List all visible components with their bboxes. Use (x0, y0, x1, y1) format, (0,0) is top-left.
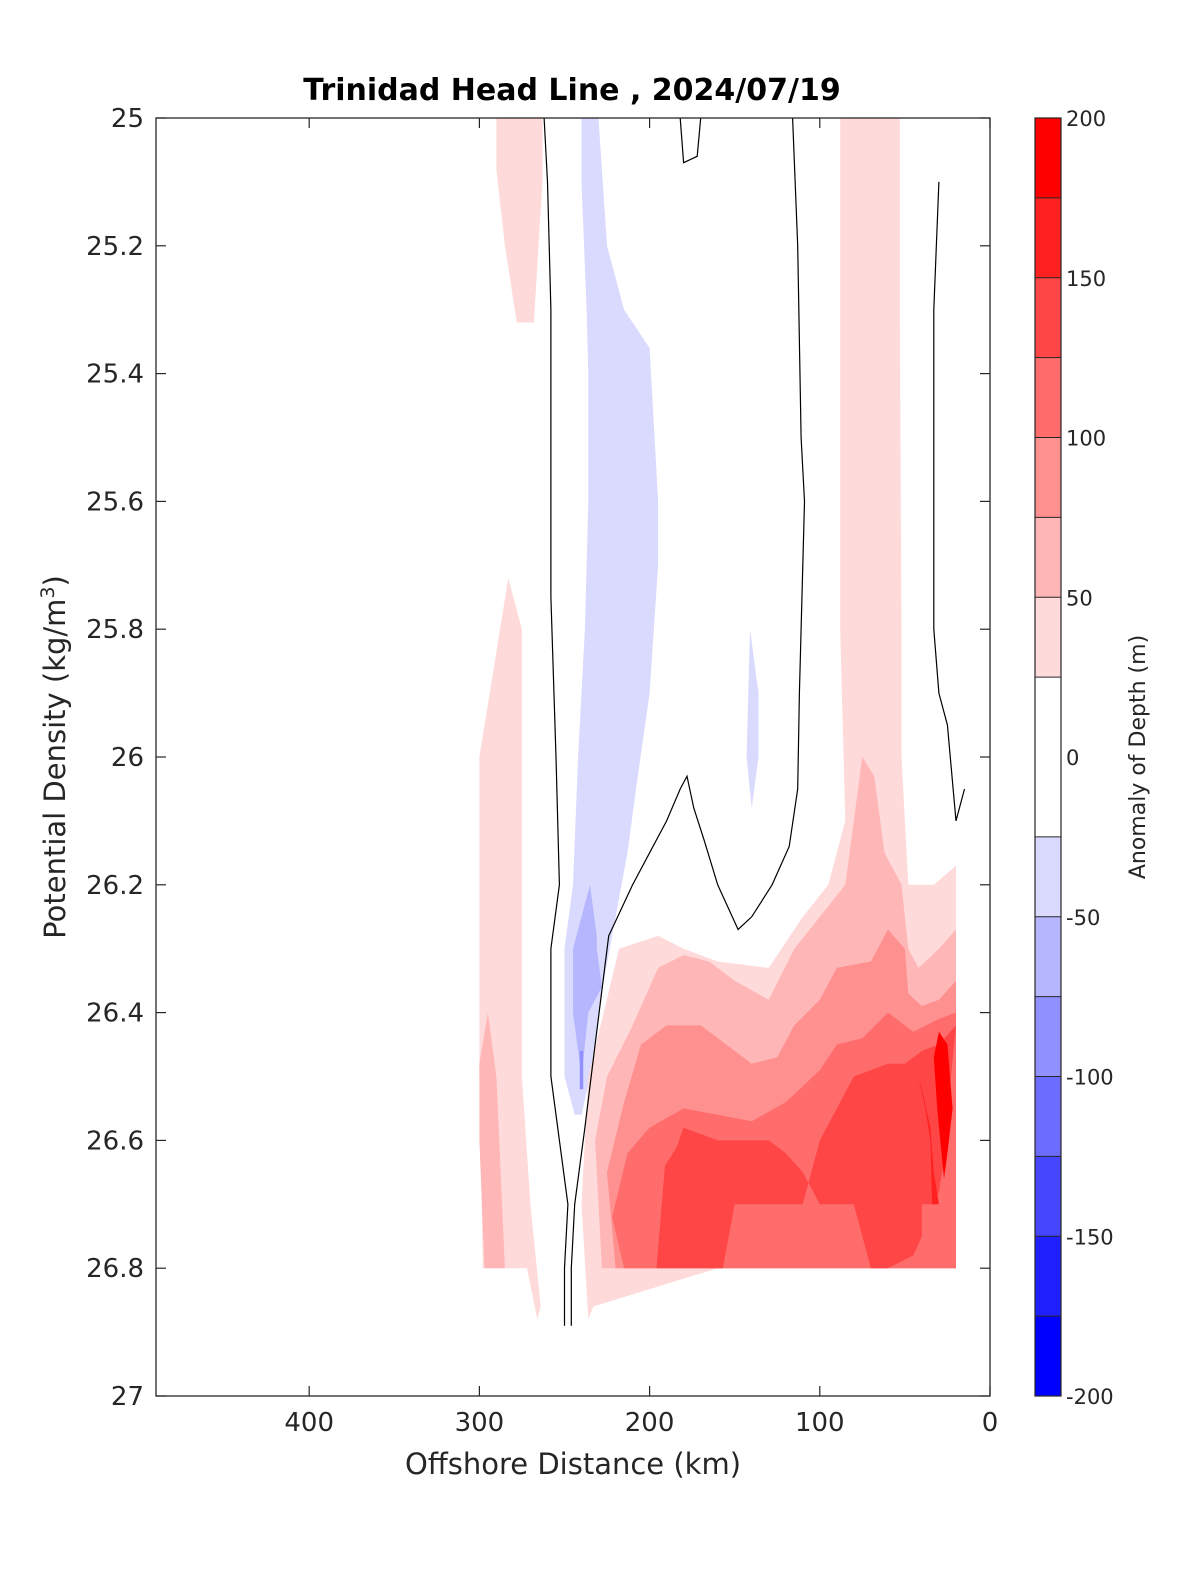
colorbar-tick-label: -200 (1066, 1385, 1114, 1409)
plot-area: 400 300 200 100 0 25 25.2 25.4 25.6 25.8 26 26.2 26… (86, 104, 998, 1438)
region-blue-small-column (746, 629, 759, 809)
colorbar-tick-label: -100 (1066, 1066, 1114, 1090)
colorbar-band (1035, 1236, 1061, 1317)
x-axis-label: Offshore Distance (km) (405, 1447, 741, 1481)
x-tick-label: 100 (795, 1408, 845, 1438)
x-tick-label: 300 (455, 1408, 505, 1438)
y-tick-label: 25 (111, 104, 144, 134)
y-axis-label: Potential Density (kg/m3) (37, 575, 72, 939)
colorbar-tick-label: 50 (1066, 586, 1093, 610)
x-tick-label: 400 (284, 1408, 334, 1438)
region-blue2-inner (573, 884, 602, 1077)
region-pink2-offshore (479, 1012, 505, 1269)
y-axis-ticks: 25 25.2 25.4 25.6 25.8 26 26.2 26.4 26.6 26.8 27 (86, 104, 990, 1412)
y-axis-label-main: Potential Density (kg/m (38, 599, 72, 939)
y-tick-label: 26.8 (86, 1254, 144, 1284)
region-pink-top-offshore (496, 118, 543, 323)
colorbar-band (1035, 677, 1061, 837)
colorbar-band (1035, 277, 1061, 358)
contour-lines (543, 118, 966, 1326)
zero-contour-top-loop (679, 118, 702, 164)
y-tick-label: 25.6 (86, 487, 144, 517)
colorbar-band (1035, 197, 1061, 278)
colorbar-band (1035, 836, 1061, 917)
colorbar: 200 150 100 50 0 -50 -100 -150 -200 (1034, 107, 1114, 1409)
colorbar-band (1035, 597, 1061, 678)
colorbar-band (1035, 1156, 1061, 1237)
zero-contour-offshore-b (570, 118, 806, 1326)
colorbar-band (1035, 437, 1061, 518)
zero-contour-inshore (933, 181, 966, 822)
y-tick-label: 25.2 (86, 232, 144, 262)
y-tick-label: 27 (111, 1382, 144, 1412)
colorbar-tick-label: 0 (1066, 746, 1079, 770)
zero-contour-offshore-a (543, 118, 569, 1326)
colorbar-tick-label: -50 (1066, 906, 1100, 930)
y-tick-label: 26.6 (86, 1126, 144, 1156)
colorbar-band (1035, 118, 1061, 198)
colorbar-tick-label: 150 (1066, 267, 1106, 291)
y-tick-label: 25.4 (86, 360, 144, 390)
y-axis-label-superscript: 3 (37, 586, 59, 598)
filled-contours (479, 118, 956, 1320)
region-blue-main-column (564, 118, 659, 1115)
colorbar-tick-label: 200 (1066, 107, 1106, 131)
region-red-core (933, 1031, 953, 1179)
y-tick-label: 25.8 (86, 615, 144, 645)
colorbar-tick-label: 100 (1066, 427, 1106, 451)
x-tick-label: 0 (982, 1408, 999, 1438)
colorbar-band (1035, 517, 1061, 598)
x-tick-label: 200 (625, 1408, 675, 1438)
colorbar-band (1035, 1076, 1061, 1157)
y-tick-label: 26.2 (86, 871, 144, 901)
colorbar-label: Anomaly of Depth (m) (1126, 635, 1151, 879)
colorbar-bands (1035, 118, 1061, 1396)
region-pink5-inshore (656, 1025, 956, 1269)
colorbar-band (1035, 357, 1061, 438)
colorbar-band (1035, 996, 1061, 1077)
colorbar-tick-label: -150 (1066, 1225, 1114, 1249)
x-axis-ticks: 400 300 200 100 0 (284, 118, 998, 1438)
region-pink6-inshore (918, 1076, 939, 1205)
colorbar-band (1035, 916, 1061, 997)
chart-title: Trinidad Head Line , 2024/07/19 (303, 73, 840, 108)
y-axis-label-close: ) (38, 575, 72, 586)
y-tick-label: 26 (111, 743, 144, 773)
region-blue3-sliver (579, 1050, 584, 1090)
colorbar-ticks: 200 150 100 50 0 -50 -100 -150 -200 (1035, 107, 1114, 1409)
colorbar-band (1035, 1316, 1061, 1396)
y-tick-label: 26.4 (86, 999, 144, 1029)
